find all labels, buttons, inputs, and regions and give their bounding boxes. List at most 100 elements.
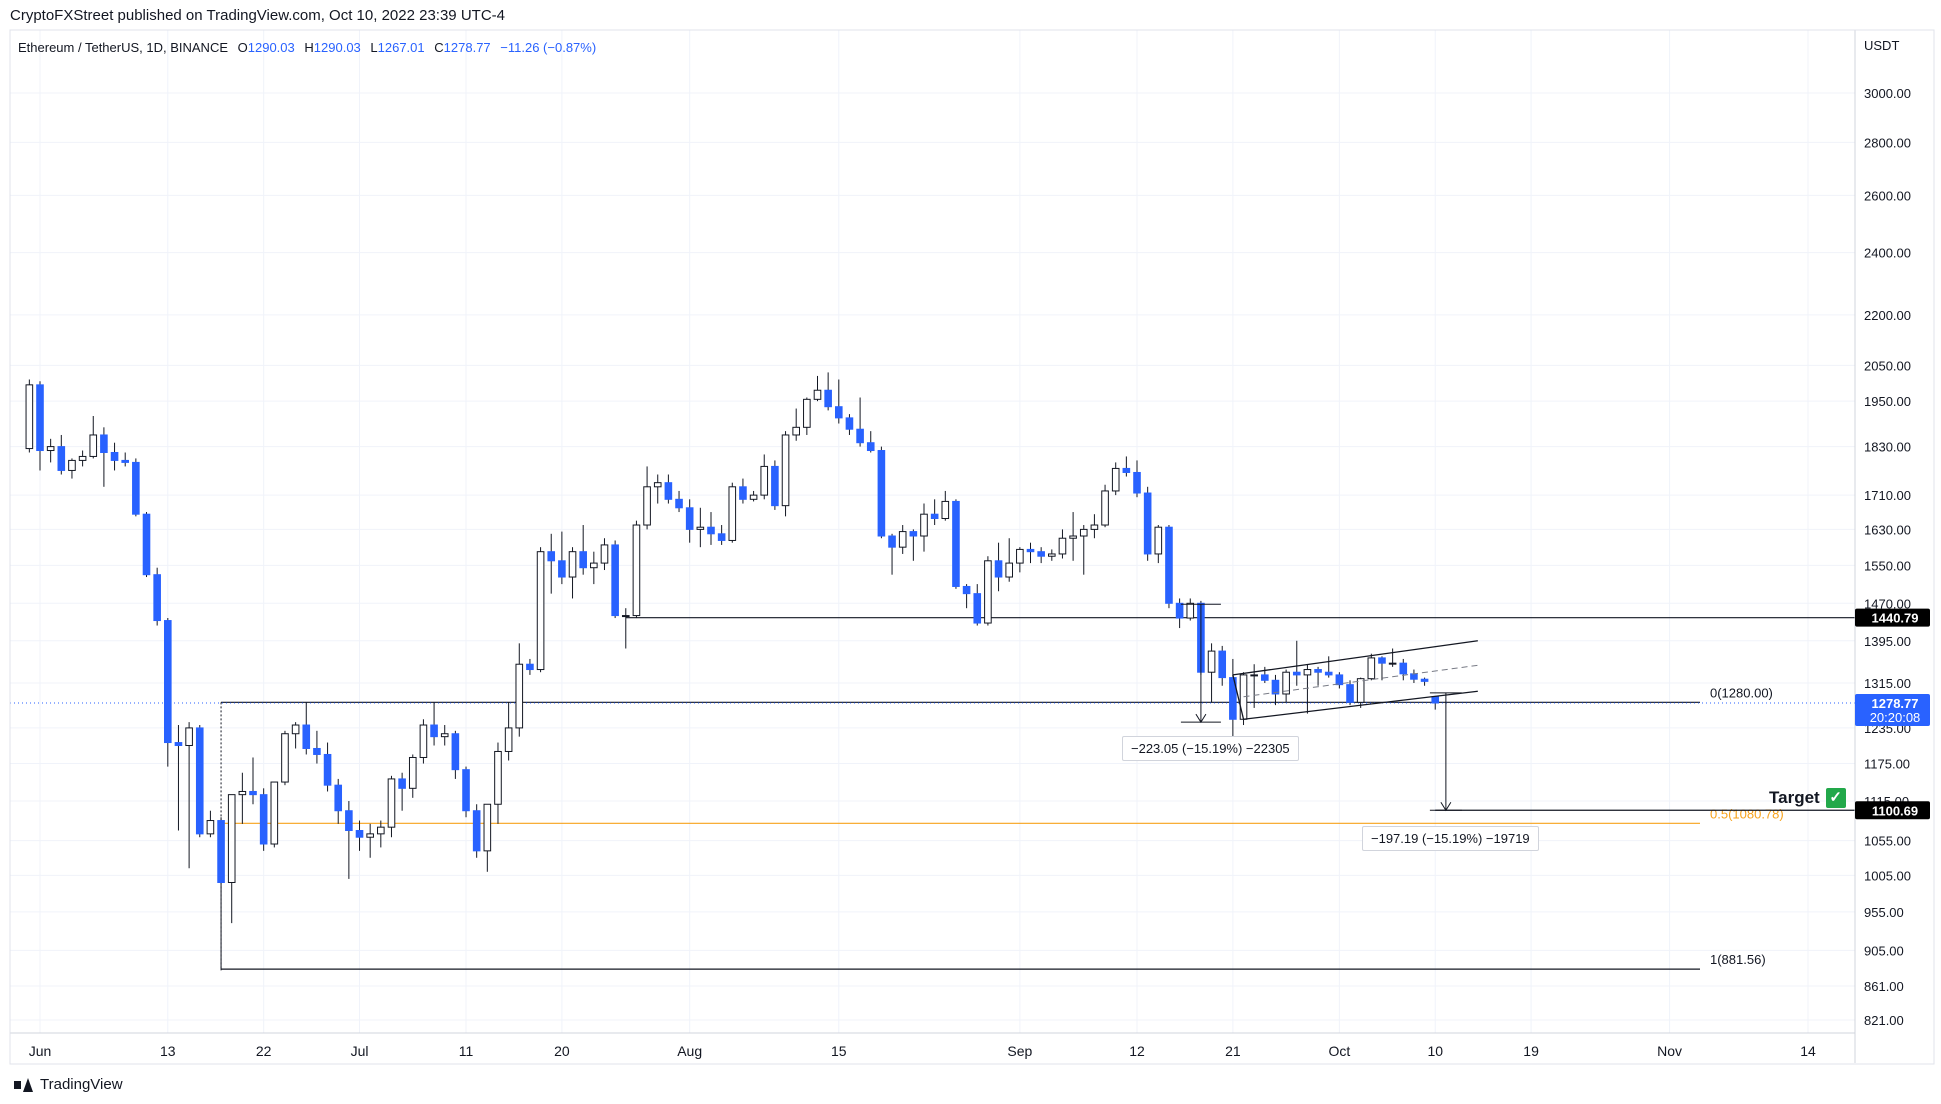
price-tick-label: 1710.00 bbox=[1864, 488, 1911, 503]
candle-body bbox=[1218, 650, 1227, 679]
time-tick-label: 14 bbox=[1800, 1043, 1816, 1059]
candle-body bbox=[728, 486, 737, 541]
candle-body bbox=[1346, 684, 1354, 703]
candle-body bbox=[717, 533, 726, 541]
candle-body bbox=[25, 384, 34, 450]
candle-body bbox=[771, 465, 779, 507]
candle-body bbox=[185, 727, 193, 747]
ascending-channel bbox=[1232, 640, 1478, 720]
candle-body bbox=[920, 513, 928, 537]
candle-body bbox=[345, 810, 353, 832]
time-axis[interactable]: Jun 13 22 Jul 11 20 Aug 15 Sep 12 21 Oct 10 19 Nov 14 bbox=[29, 1043, 1816, 1059]
candle-body bbox=[238, 790, 247, 796]
candle-body bbox=[57, 446, 66, 471]
candle-body bbox=[1079, 528, 1088, 537]
price-tag-timer: 20:20:08 bbox=[1870, 710, 1921, 725]
price-tick-label: 1175.00 bbox=[1864, 757, 1910, 772]
candle-body bbox=[600, 544, 609, 564]
candle-body bbox=[1431, 696, 1440, 704]
candle-body bbox=[494, 750, 502, 805]
candle-body bbox=[792, 426, 800, 436]
candle-body bbox=[888, 535, 896, 548]
candle-body bbox=[1335, 674, 1344, 686]
price-tick-label: 1315.00 bbox=[1864, 676, 1911, 691]
candle-body bbox=[1026, 548, 1035, 553]
candle-body bbox=[1037, 551, 1045, 557]
candle-body bbox=[355, 830, 364, 838]
candle-body bbox=[941, 500, 950, 520]
candle-body bbox=[270, 781, 279, 845]
price-tag-box bbox=[1855, 801, 1930, 820]
measure-arrowhead bbox=[1195, 713, 1207, 724]
candle-body bbox=[89, 434, 98, 457]
candle-body bbox=[877, 450, 886, 537]
fibonacci-levels: 0(1280.00) 0.5(1080.78) 1(881.56) bbox=[220, 685, 1784, 970]
candle-body bbox=[1271, 679, 1280, 695]
candle-body bbox=[973, 593, 982, 624]
candle-body bbox=[664, 482, 673, 500]
candle-body bbox=[834, 406, 843, 419]
price-tick-label: 1630.00 bbox=[1864, 522, 1911, 537]
price-tick-label: 3000.00 bbox=[1864, 86, 1911, 101]
candle-body bbox=[1378, 657, 1386, 664]
candle-body bbox=[206, 820, 215, 835]
candle-body bbox=[430, 724, 438, 738]
low-value: 1267.01 bbox=[377, 40, 425, 55]
candle-body bbox=[632, 524, 641, 617]
candle-body bbox=[323, 753, 332, 786]
candle-body bbox=[1239, 674, 1248, 720]
candle-body bbox=[898, 531, 907, 548]
measure-box-2: −197.19 (−15.19%) −19719 bbox=[1362, 826, 1539, 851]
candle-body bbox=[110, 451, 119, 461]
candle-body bbox=[856, 428, 864, 444]
candle-body bbox=[334, 784, 343, 812]
candle-body bbox=[685, 507, 694, 530]
candle-body bbox=[1016, 548, 1024, 564]
candle-body bbox=[153, 574, 161, 622]
time-tick-label: Jun bbox=[29, 1043, 52, 1059]
channel-lower bbox=[1243, 690, 1478, 720]
price-tick-label: 1470.00 bbox=[1864, 596, 1911, 611]
time-tick-label: Oct bbox=[1328, 1043, 1350, 1059]
candle-body bbox=[504, 727, 513, 752]
price-tick-label: 2400.00 bbox=[1864, 246, 1911, 261]
close-label: C bbox=[434, 40, 444, 55]
candle-body bbox=[1292, 671, 1301, 676]
candle-body bbox=[547, 551, 556, 562]
tradingview-logo-icon bbox=[14, 1077, 34, 1092]
measure-arrows bbox=[1180, 603, 1462, 812]
price-tick-label: 955.00 bbox=[1864, 905, 1904, 920]
candle-body bbox=[291, 724, 300, 735]
price-tick-label: 2600.00 bbox=[1864, 188, 1911, 203]
candle-body bbox=[366, 833, 374, 838]
tradingview-footer[interactable]: TradingView bbox=[14, 1076, 123, 1093]
time-tick-label: Nov bbox=[1657, 1043, 1682, 1059]
candle-body bbox=[164, 620, 172, 744]
candle-body bbox=[590, 562, 598, 569]
candle-body bbox=[909, 531, 918, 537]
time-tick-label: 19 bbox=[1523, 1043, 1539, 1059]
candle-body bbox=[227, 794, 236, 883]
price-tag-label: 1100.69 bbox=[1872, 803, 1918, 818]
candle-body bbox=[121, 459, 130, 463]
price-axis[interactable]: USDT 3000.00 2800.00 2600.00 2400.00 2200.00 2… bbox=[1864, 38, 1911, 1028]
candle-body bbox=[749, 494, 758, 500]
high-label: H bbox=[304, 40, 314, 55]
candle-body bbox=[281, 733, 289, 783]
change-value: −11.26 (−0.87%) bbox=[500, 40, 597, 55]
candle-body bbox=[419, 724, 428, 758]
candle-body bbox=[302, 724, 311, 749]
candle-body bbox=[440, 733, 449, 738]
candle-body bbox=[1324, 671, 1333, 676]
candle-body bbox=[1005, 562, 1014, 578]
price-tag-box bbox=[1855, 694, 1930, 727]
candle-body bbox=[739, 486, 747, 500]
candle-body bbox=[994, 560, 1003, 578]
candle-body bbox=[760, 465, 769, 496]
candle-body bbox=[1314, 669, 1322, 673]
price-tag-box bbox=[1855, 608, 1930, 627]
candle-body bbox=[707, 526, 715, 535]
candle-body bbox=[1090, 524, 1099, 530]
price-tick-label: 2800.00 bbox=[1864, 135, 1911, 150]
